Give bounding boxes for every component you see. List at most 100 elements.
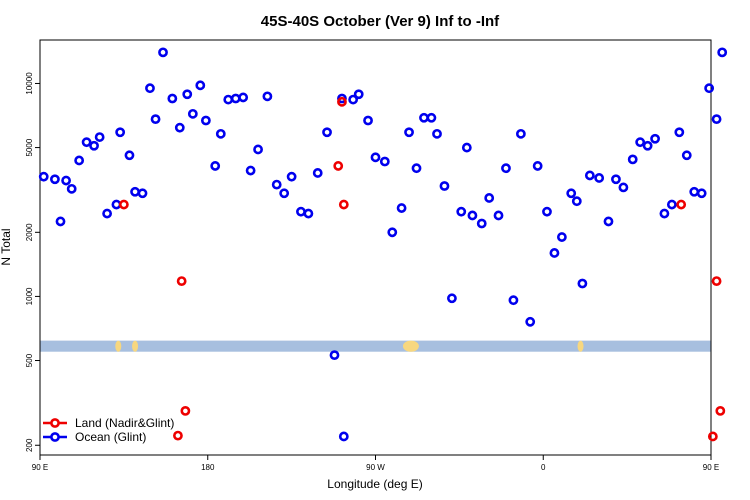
legend: Land (Nadir&Glint)Ocean (Glint): [43, 416, 174, 444]
data-point: [102, 208, 112, 219]
data-point: [253, 144, 263, 155]
y-tick-label: 10000: [25, 72, 34, 95]
data-point: [642, 140, 653, 151]
data-point: [676, 199, 687, 210]
legend-entry-label: Land (Nadir&Glint): [75, 416, 174, 430]
data-point: [115, 127, 126, 138]
data-point: [180, 405, 191, 416]
data-point: [111, 199, 122, 210]
data-point: [674, 127, 685, 138]
data-point: [245, 165, 256, 176]
data-point: [38, 171, 49, 182]
data-point: [158, 47, 168, 58]
data-point: [461, 142, 472, 153]
data-point: [338, 431, 349, 442]
data-point: [532, 161, 543, 171]
data-point: [689, 186, 700, 197]
data-points: [38, 47, 728, 442]
data-point: [118, 199, 129, 210]
data-point: [447, 293, 457, 304]
data-point: [584, 170, 595, 181]
data-point: [200, 115, 211, 126]
data-point: [515, 128, 526, 139]
data-point: [348, 94, 359, 105]
data-point: [556, 232, 567, 242]
data-point: [130, 186, 140, 197]
data-point: [338, 199, 349, 210]
land-patch: [577, 340, 584, 352]
data-point: [89, 140, 99, 151]
legend-swatch-marker: [50, 418, 60, 428]
data-point: [145, 83, 155, 94]
y-tick-label: 500: [25, 353, 34, 367]
y-tick-label: 200: [25, 438, 34, 452]
data-point: [594, 173, 605, 183]
data-point: [659, 208, 670, 219]
data-point: [223, 94, 234, 105]
data-point: [711, 276, 722, 287]
y-axis: 200 500 1000 2000 5000 10000: [25, 72, 40, 452]
legend-entry-label: Ocean (Glint): [75, 430, 146, 444]
data-point: [173, 430, 183, 441]
data-point: [195, 80, 206, 91]
series-land: [118, 96, 726, 442]
data-point: [187, 108, 198, 119]
data-point: [279, 188, 290, 199]
x-axis-label: Longitude (deg E): [327, 477, 422, 491]
x-tick-label: 90 E: [32, 463, 48, 472]
data-point: [618, 182, 629, 193]
data-point: [387, 227, 398, 238]
data-point: [94, 132, 105, 142]
data-point: [238, 92, 249, 103]
data-point: [711, 114, 722, 125]
legend-swatch-marker: [50, 432, 60, 442]
data-point: [363, 115, 373, 126]
data-point: [681, 150, 692, 161]
data-point: [426, 112, 437, 123]
data-point: [124, 150, 135, 161]
data-point: [182, 89, 193, 100]
data-point: [611, 174, 621, 185]
data-point: [476, 218, 487, 229]
data-point: [379, 156, 390, 167]
data-point: [333, 161, 344, 171]
data-point: [404, 127, 414, 138]
data-point: [635, 137, 646, 148]
data-point: [150, 114, 161, 125]
data-point: [696, 188, 707, 199]
data-point: [210, 161, 221, 171]
x-tick-label: 180: [201, 463, 215, 472]
data-point: [50, 174, 60, 185]
data-point: [337, 96, 347, 107]
data-point: [167, 93, 178, 104]
data-point: [174, 122, 185, 133]
data-point: [501, 163, 511, 174]
data-point: [296, 206, 306, 217]
data-point: [484, 193, 495, 203]
data-point: [549, 248, 560, 258]
coverage-band-strip: [40, 340, 711, 352]
data-point: [717, 47, 728, 58]
plot-frame: [39, 39, 712, 456]
data-point: [439, 181, 450, 191]
data-point: [137, 188, 148, 199]
data-point: [66, 183, 77, 194]
data-point: [396, 203, 407, 213]
chart-title: 45S-40S October (Ver 9) Inf to -Inf: [261, 13, 500, 30]
data-point: [230, 93, 241, 104]
data-point: [577, 278, 588, 289]
y-tick-label: 1000: [25, 287, 34, 305]
y-tick-label: 5000: [25, 138, 34, 156]
y-tick-label: 2000: [25, 223, 34, 241]
x-tick-label: 90 W: [366, 463, 385, 472]
data-point: [650, 133, 660, 144]
y-axis-label: N Total: [0, 228, 13, 265]
data-point: [312, 168, 323, 178]
data-point: [262, 91, 273, 102]
x-tick-label: 0: [541, 463, 546, 472]
land-patch: [402, 340, 419, 352]
data-point: [542, 206, 552, 217]
data-point: [704, 83, 715, 94]
